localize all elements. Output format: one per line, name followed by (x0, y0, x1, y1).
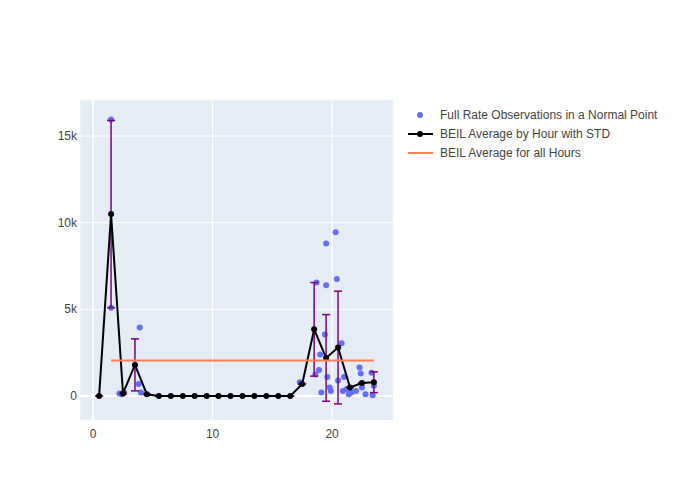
scatter-point (334, 276, 340, 282)
legend-symbol (417, 131, 423, 137)
error-bar (310, 283, 318, 377)
error-cap (322, 401, 330, 403)
scatter-point (317, 351, 323, 357)
line-marker (216, 393, 222, 399)
y-tick-label: 10k (58, 216, 78, 230)
error-cap (310, 375, 318, 377)
scatter-point (324, 374, 330, 380)
line-marker (239, 393, 245, 399)
legend-label: BEIL Average for all Hours (440, 146, 581, 160)
line-marker (192, 393, 198, 399)
legend-symbol (417, 112, 423, 118)
line-marker (108, 211, 114, 217)
scatter-point (363, 391, 369, 397)
y-tick-label: 0 (70, 389, 77, 403)
scatter-point (136, 381, 142, 387)
line-marker (132, 362, 138, 368)
line-marker (96, 393, 102, 399)
y-grid (80, 136, 393, 137)
error-cap (370, 392, 378, 394)
line-marker (371, 379, 377, 385)
error-cap (322, 314, 330, 316)
scatter-point (137, 325, 143, 331)
legend-symbol (408, 152, 433, 154)
line-marker (144, 391, 150, 397)
line-marker (287, 393, 293, 399)
legend: Full Rate Observations in a Normal Point… (408, 108, 658, 160)
scatter-point (316, 367, 322, 373)
scatter-point (358, 371, 364, 377)
scatter-point (353, 388, 359, 394)
error-cap (334, 290, 342, 292)
legend-label: Full Rate Observations in a Normal Point (440, 108, 658, 122)
line-marker (311, 326, 317, 332)
line-marker (180, 393, 186, 399)
error-cap (107, 307, 115, 309)
error-cap (131, 390, 139, 392)
line-marker (168, 393, 174, 399)
line-marker (204, 393, 210, 399)
scatter-point (322, 332, 328, 338)
line (111, 360, 374, 362)
error-bar (370, 372, 378, 393)
line-marker (359, 380, 365, 386)
line-marker (299, 381, 305, 387)
line-marker (120, 390, 126, 396)
x-tick-label: 20 (325, 427, 339, 441)
x-grid (332, 100, 333, 420)
line-marker (275, 393, 281, 399)
scatter-point (333, 229, 339, 235)
y-tick-label: 15k (58, 129, 78, 143)
plot-background (80, 100, 393, 420)
chart: 0 10 20 0 5k 10k 15k Full Rate Observations in … (0, 0, 700, 500)
error-cap (334, 403, 342, 405)
scatter-point (323, 241, 329, 247)
line-marker (335, 345, 341, 351)
x-tick-label: 10 (206, 427, 220, 441)
line-marker (156, 393, 162, 399)
error-cap (310, 282, 318, 284)
x-grid (92, 100, 94, 420)
data-group (95, 117, 378, 404)
line-marker (251, 393, 257, 399)
legend-label: BEIL Average by Hour with STD (440, 127, 610, 141)
y-tick-label: 5k (64, 302, 78, 316)
scatter-point (357, 364, 363, 370)
error-bar (131, 339, 139, 391)
x-tick-label: 0 (90, 427, 97, 441)
error-bar (334, 291, 342, 404)
line-marker (228, 393, 234, 399)
error-cap (370, 371, 378, 373)
scatter-point (323, 282, 329, 288)
error-bar (107, 120, 115, 307)
plot-frame (80, 100, 393, 420)
scatter-point (318, 390, 324, 396)
scatter-point (328, 388, 334, 394)
y-grid (80, 222, 393, 223)
line-marker (347, 384, 353, 390)
line (99, 214, 374, 396)
y-grid (80, 309, 393, 310)
error-bar (322, 315, 330, 402)
x-grid (212, 100, 213, 420)
line-marker (263, 393, 269, 399)
error-cap (107, 120, 115, 122)
error-cap (131, 338, 139, 340)
